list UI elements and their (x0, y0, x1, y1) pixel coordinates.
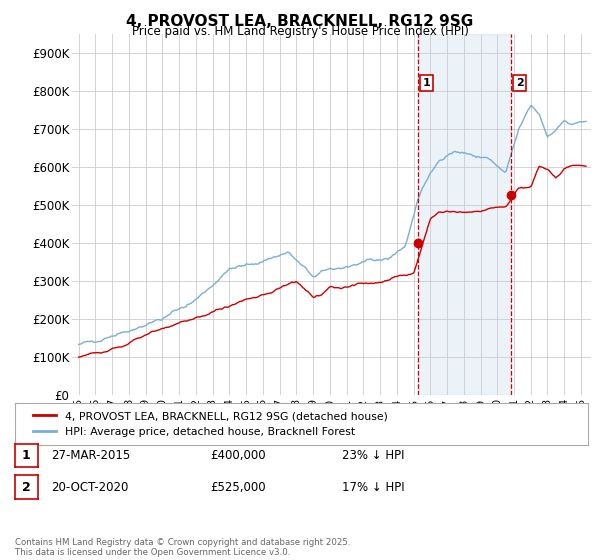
Text: 2: 2 (515, 78, 523, 88)
Text: 20-OCT-2020: 20-OCT-2020 (51, 480, 128, 494)
Text: 17% ↓ HPI: 17% ↓ HPI (342, 480, 404, 494)
Text: 1: 1 (422, 78, 430, 88)
Bar (418, 34, 511, 395)
Text: Price paid vs. HM Land Registry's House Price Index (HPI): Price paid vs. HM Land Registry's House … (131, 25, 469, 38)
Text: 27-MAR-2015: 27-MAR-2015 (51, 449, 130, 462)
Text: £400,000: £400,000 (210, 449, 266, 462)
Text: 4, PROVOST LEA, BRACKNELL, RG12 9SG: 4, PROVOST LEA, BRACKNELL, RG12 9SG (127, 14, 473, 29)
Text: 1: 1 (22, 449, 31, 462)
Text: 23% ↓ HPI: 23% ↓ HPI (342, 449, 404, 462)
Legend: 4, PROVOST LEA, BRACKNELL, RG12 9SG (detached house), HPI: Average price, detach: 4, PROVOST LEA, BRACKNELL, RG12 9SG (det… (26, 405, 395, 444)
Text: £525,000: £525,000 (210, 480, 266, 494)
Text: Contains HM Land Registry data © Crown copyright and database right 2025.
This d: Contains HM Land Registry data © Crown c… (15, 538, 350, 557)
Text: 2: 2 (22, 480, 31, 494)
